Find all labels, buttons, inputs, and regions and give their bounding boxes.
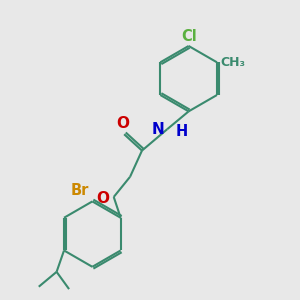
Text: O: O	[97, 190, 110, 206]
Text: H: H	[176, 124, 188, 139]
Text: O: O	[116, 116, 129, 131]
Text: Br: Br	[70, 183, 89, 198]
Text: CH₃: CH₃	[220, 56, 245, 69]
Text: N: N	[152, 122, 165, 137]
Text: Cl: Cl	[181, 28, 197, 44]
